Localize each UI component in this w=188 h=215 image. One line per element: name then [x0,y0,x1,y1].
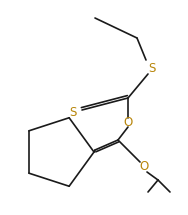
Text: S: S [148,61,156,75]
Text: S: S [69,106,77,118]
Text: O: O [139,161,149,174]
Text: O: O [123,115,133,129]
